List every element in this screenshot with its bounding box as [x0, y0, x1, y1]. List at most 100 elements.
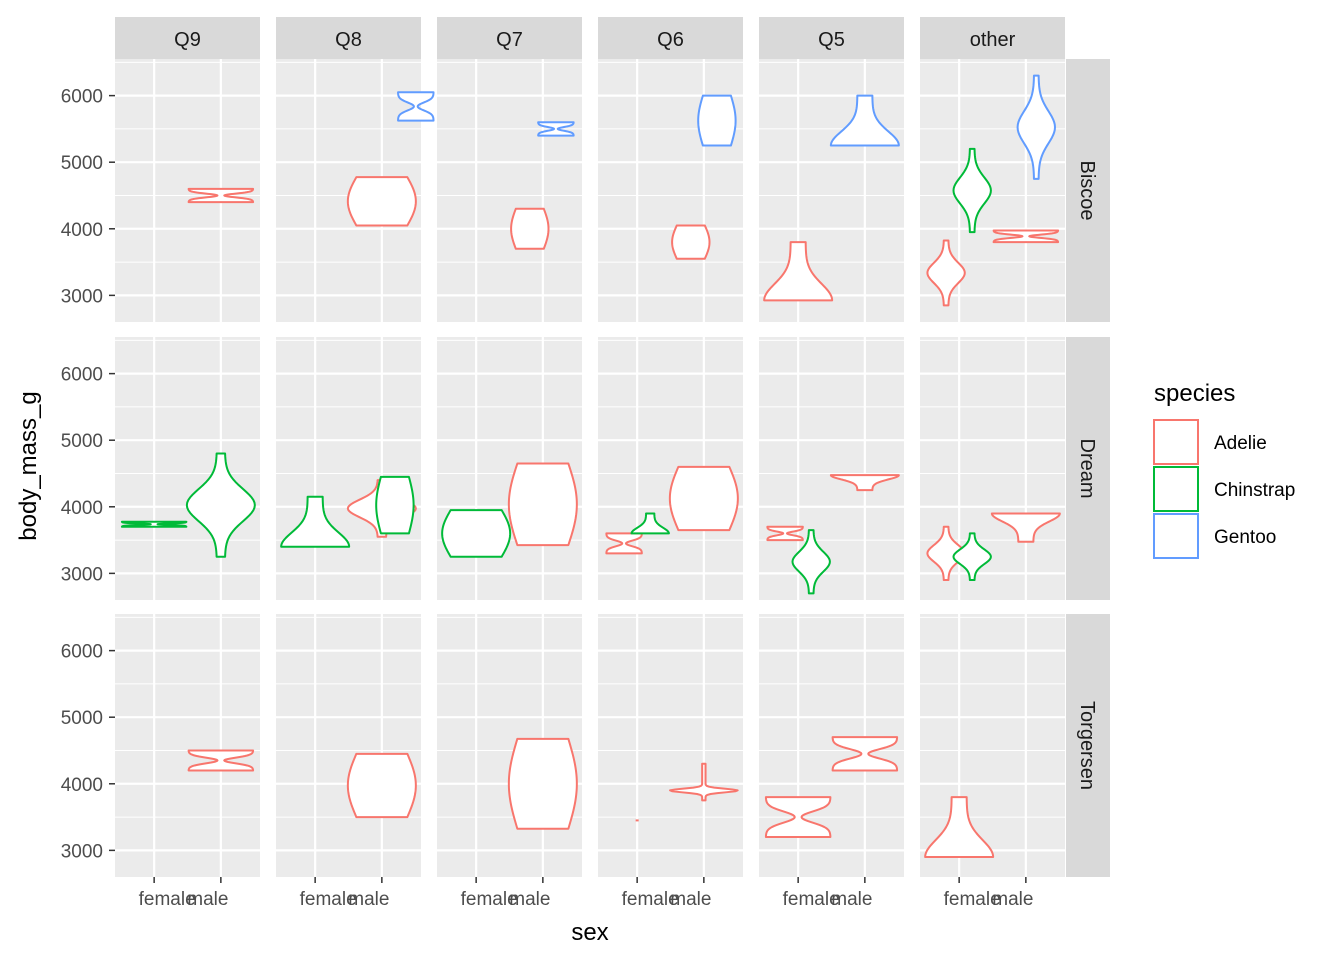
y-tick-label: 3000	[61, 286, 103, 307]
column-strip-label: other	[970, 29, 1016, 51]
violin-biscoe-q7-male-gentoo	[537, 121, 575, 137]
violin-dream-q8-female-chinstrap	[280, 495, 351, 548]
violin-dream-other-male-adelie	[990, 512, 1061, 543]
x-tick-label: male	[187, 889, 228, 910]
panel-torgersen-q6	[598, 614, 743, 877]
legend-title: species	[1154, 380, 1235, 407]
x-tick-label: male	[348, 889, 389, 910]
row-strip-label: Torgersen	[1076, 701, 1098, 790]
y-tick-label: 3000	[61, 564, 103, 585]
panel-dream-q9	[115, 337, 260, 600]
violin-torgersen-q5-female-adelie	[764, 796, 832, 839]
x-tick-label: female	[783, 889, 840, 910]
y-tick-label: 6000	[61, 642, 103, 663]
violin-dream-other-female-chinstrap	[952, 532, 992, 582]
violin-biscoe-q8-male-gentoo	[397, 91, 435, 122]
violin-biscoe-other-female-adelie	[926, 239, 966, 307]
panel-dream-q6	[598, 337, 743, 600]
facet-panels	[115, 59, 1065, 877]
y-axis-title: body_mass_g	[15, 391, 42, 540]
violin-torgersen-q8-male-adelie	[346, 752, 417, 819]
violin-dream-q6-male-adelie	[668, 465, 739, 532]
violin-torgersen-q6-male-adelie	[669, 762, 739, 802]
panel-biscoe-q7	[437, 59, 582, 322]
violin-layer	[120, 74, 1061, 859]
violin-dream-q7-male-adelie	[507, 462, 578, 547]
y-tick-label: 4000	[61, 498, 103, 519]
x-axis-title: sex	[571, 919, 608, 946]
x-tick-label: female	[944, 889, 1001, 910]
violin-biscoe-other-male-adelie	[992, 229, 1060, 244]
panel-background	[276, 614, 421, 877]
row-strip-label: Dream	[1076, 438, 1098, 498]
column-strip	[598, 17, 743, 59]
column-strip	[920, 17, 1065, 59]
column-strip-label: Q8	[335, 29, 362, 51]
violin-torgersen-q5-male-adelie	[831, 736, 899, 772]
violin-biscoe-q6-male-adelie	[671, 224, 711, 260]
legend-entry-chinstrap: Chinstrap	[1153, 466, 1295, 512]
panel-background	[115, 614, 260, 877]
y-tick-label: 5000	[61, 431, 103, 452]
column-strip-label: Q9	[174, 29, 201, 51]
panel-dream-q5	[759, 337, 904, 600]
x-tick-label: female	[622, 889, 679, 910]
legend-label: Gentoo	[1214, 527, 1276, 548]
violin-dream-q5-female-chinstrap	[791, 529, 831, 595]
row-strip-label: Biscoe	[1076, 160, 1098, 220]
legend-key	[1153, 466, 1199, 512]
violin-biscoe-q8-male-adelie	[346, 176, 417, 227]
column-strip-label: Q7	[496, 29, 523, 51]
column-strip	[115, 17, 260, 59]
x-tick-label: female	[139, 889, 196, 910]
legend-label: Chinstrap	[1214, 480, 1295, 501]
violin-biscoe-q7-male-adelie	[510, 207, 550, 250]
violin-dream-q7-female-chinstrap	[441, 509, 512, 558]
violin-torgersen-q9-male-adelie	[187, 749, 255, 772]
x-tick-label: female	[300, 889, 357, 910]
x-tick-label: male	[992, 889, 1033, 910]
y-tick-label: 5000	[61, 153, 103, 174]
panel-torgersen-q8	[276, 614, 421, 877]
legend-label: Adelie	[1214, 433, 1267, 454]
panel-torgersen-q9	[115, 614, 260, 877]
row-strip	[1066, 614, 1110, 877]
legend-entry-gentoo: Gentoo	[1153, 513, 1276, 559]
column-strip	[759, 17, 904, 59]
y-tick-label: 3000	[61, 841, 103, 862]
violin-dream-q5-female-adelie	[766, 525, 804, 542]
column-strip	[276, 17, 421, 59]
facet-strips: Q9 Q8 Q7 Q6 Q5 other Biscoe Dream Torgersen	[115, 17, 1110, 877]
column-strip-label: Q6	[657, 29, 684, 51]
row-strip	[1066, 59, 1110, 322]
violin-dream-q9-male-chinstrap	[185, 452, 256, 558]
y-tick-label: 6000	[61, 365, 103, 386]
panel-background	[115, 337, 260, 600]
legend-key	[1153, 419, 1199, 465]
panel-background	[276, 337, 421, 600]
violin-dream-q5-male-adelie	[829, 474, 900, 492]
y-tick-label: 4000	[61, 220, 103, 241]
row-strip	[1066, 337, 1110, 600]
legend-entry-adelie: Adelie	[1153, 419, 1267, 465]
y-tick-label: 5000	[61, 708, 103, 729]
violin-biscoe-q9-male-adelie	[187, 187, 255, 204]
violin-torgersen-q7-male-adelie	[507, 737, 578, 830]
panel-background	[437, 59, 582, 322]
y-tick-label: 6000	[61, 87, 103, 108]
x-tick-label: male	[670, 889, 711, 910]
axis-labels: 3000 4000 5000 6000 3000 4000 5000 6000 3000 4000…	[61, 87, 1034, 910]
panel-background	[598, 614, 743, 877]
violin-biscoe-q5-female-adelie	[763, 241, 834, 302]
violin-biscoe-q6-male-gentoo	[697, 94, 737, 147]
violin-dream-q6-female-chinstrap	[630, 512, 670, 535]
violin-biscoe-other-female-chinstrap	[952, 147, 992, 234]
x-tick-label: female	[461, 889, 518, 910]
violin-biscoe-other-male-gentoo	[1016, 74, 1056, 180]
violin-dream-q8-male-chinstrap	[375, 475, 415, 535]
y-tick-label: 4000	[61, 775, 103, 796]
column-strip-label: Q5	[818, 29, 845, 51]
x-tick-label: male	[509, 889, 550, 910]
violin-dream-other-female-adelie	[926, 525, 966, 582]
